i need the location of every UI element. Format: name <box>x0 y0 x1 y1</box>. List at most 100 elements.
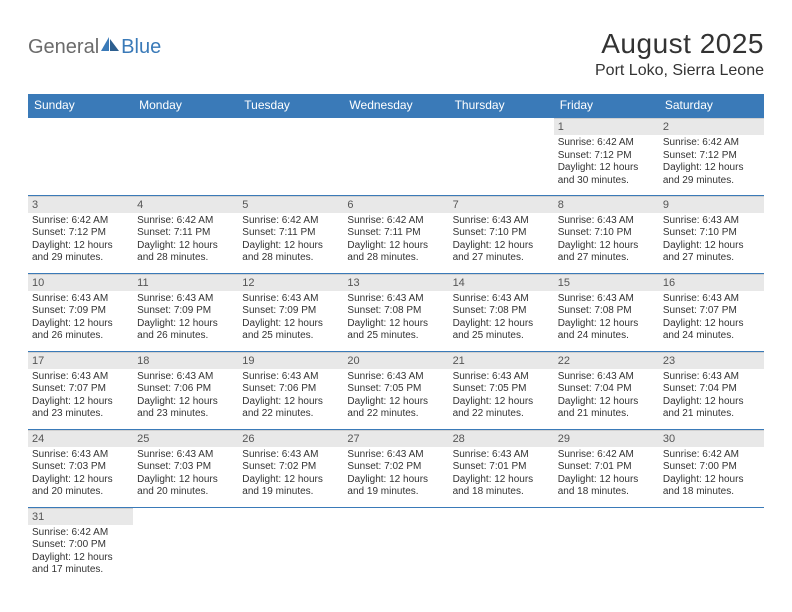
sunrise-line: Sunrise: 6:43 AM <box>347 371 444 384</box>
sunrise-line: Sunrise: 6:43 AM <box>242 371 339 384</box>
sunrise-line: Sunrise: 6:43 AM <box>663 293 760 306</box>
sunset-line: Sunset: 7:11 PM <box>242 227 339 240</box>
day-number: 23 <box>659 352 764 369</box>
daylight-line: Daylight: 12 hours and 18 minutes. <box>453 474 550 499</box>
sunrise-line: Sunrise: 6:43 AM <box>137 371 234 384</box>
daylight-line: Daylight: 12 hours and 18 minutes. <box>663 474 760 499</box>
daylight-line: Daylight: 12 hours and 29 minutes. <box>663 162 760 187</box>
day-details: Sunrise: 6:42 AMSunset: 7:11 PMDaylight:… <box>238 213 343 269</box>
month-title: August 2025 <box>595 28 764 60</box>
day-number: 9 <box>659 196 764 213</box>
day-details: Sunrise: 6:42 AMSunset: 7:12 PMDaylight:… <box>659 135 764 191</box>
calendar-empty <box>449 117 554 195</box>
daylight-line: Daylight: 12 hours and 24 minutes. <box>558 318 655 343</box>
sunrise-line: Sunrise: 6:43 AM <box>32 293 129 306</box>
calendar-day: 6Sunrise: 6:42 AMSunset: 7:11 PMDaylight… <box>343 195 448 273</box>
day-details: Sunrise: 6:42 AMSunset: 7:01 PMDaylight:… <box>554 447 659 503</box>
day-number: 3 <box>28 196 133 213</box>
day-number: 28 <box>449 430 554 447</box>
calendar-day: 17Sunrise: 6:43 AMSunset: 7:07 PMDayligh… <box>28 351 133 429</box>
daylight-line: Daylight: 12 hours and 28 minutes. <box>242 240 339 265</box>
daylight-line: Daylight: 12 hours and 17 minutes. <box>32 552 129 577</box>
day-header: Saturday <box>659 94 764 117</box>
calendar-day: 19Sunrise: 6:43 AMSunset: 7:06 PMDayligh… <box>238 351 343 429</box>
sunrise-line: Sunrise: 6:42 AM <box>347 215 444 228</box>
sunrise-line: Sunrise: 6:43 AM <box>453 449 550 462</box>
day-number: 19 <box>238 352 343 369</box>
day-number: 15 <box>554 274 659 291</box>
sunset-line: Sunset: 7:07 PM <box>32 383 129 396</box>
calendar-empty <box>133 507 238 585</box>
day-details: Sunrise: 6:43 AMSunset: 7:09 PMDaylight:… <box>133 291 238 347</box>
day-details: Sunrise: 6:42 AMSunset: 7:00 PMDaylight:… <box>659 447 764 503</box>
sunset-line: Sunset: 7:03 PM <box>32 461 129 474</box>
calendar-day: 31Sunrise: 6:42 AMSunset: 7:00 PMDayligh… <box>28 507 133 585</box>
calendar-empty <box>238 507 343 585</box>
day-details: Sunrise: 6:43 AMSunset: 7:01 PMDaylight:… <box>449 447 554 503</box>
sunset-line: Sunset: 7:10 PM <box>663 227 760 240</box>
day-number: 21 <box>449 352 554 369</box>
sunset-line: Sunset: 7:08 PM <box>347 305 444 318</box>
calendar-day: 20Sunrise: 6:43 AMSunset: 7:05 PMDayligh… <box>343 351 448 429</box>
day-details: Sunrise: 6:43 AMSunset: 7:07 PMDaylight:… <box>28 369 133 425</box>
day-header: Sunday <box>28 94 133 117</box>
sunrise-line: Sunrise: 6:43 AM <box>242 293 339 306</box>
day-number: 11 <box>133 274 238 291</box>
sunrise-line: Sunrise: 6:43 AM <box>558 293 655 306</box>
day-number: 26 <box>238 430 343 447</box>
calendar-day: 30Sunrise: 6:42 AMSunset: 7:00 PMDayligh… <box>659 429 764 507</box>
calendar-day: 26Sunrise: 6:43 AMSunset: 7:02 PMDayligh… <box>238 429 343 507</box>
day-details: Sunrise: 6:43 AMSunset: 7:10 PMDaylight:… <box>449 213 554 269</box>
sunrise-line: Sunrise: 6:43 AM <box>137 449 234 462</box>
day-details: Sunrise: 6:42 AMSunset: 7:12 PMDaylight:… <box>554 135 659 191</box>
daylight-line: Daylight: 12 hours and 18 minutes. <box>558 474 655 499</box>
calendar-page: General Blue August 2025 Port Loko, Sier… <box>0 0 792 605</box>
calendar-day: 25Sunrise: 6:43 AMSunset: 7:03 PMDayligh… <box>133 429 238 507</box>
daylight-line: Daylight: 12 hours and 26 minutes. <box>32 318 129 343</box>
sunrise-line: Sunrise: 6:42 AM <box>32 215 129 228</box>
sunset-line: Sunset: 7:12 PM <box>32 227 129 240</box>
sunset-line: Sunset: 7:12 PM <box>558 150 655 163</box>
sunrise-line: Sunrise: 6:42 AM <box>663 137 760 150</box>
calendar-empty <box>343 117 448 195</box>
day-details: Sunrise: 6:43 AMSunset: 7:08 PMDaylight:… <box>449 291 554 347</box>
day-header: Friday <box>554 94 659 117</box>
day-details: Sunrise: 6:42 AMSunset: 7:11 PMDaylight:… <box>133 213 238 269</box>
sunrise-line: Sunrise: 6:42 AM <box>137 215 234 228</box>
day-header-row: SundayMondayTuesdayWednesdayThursdayFrid… <box>28 94 764 117</box>
sunset-line: Sunset: 7:06 PM <box>242 383 339 396</box>
daylight-line: Daylight: 12 hours and 27 minutes. <box>558 240 655 265</box>
calendar-empty <box>238 117 343 195</box>
daylight-line: Daylight: 12 hours and 25 minutes. <box>347 318 444 343</box>
day-number: 17 <box>28 352 133 369</box>
sunrise-line: Sunrise: 6:43 AM <box>32 449 129 462</box>
sunset-line: Sunset: 7:04 PM <box>558 383 655 396</box>
day-header: Thursday <box>449 94 554 117</box>
sunrise-line: Sunrise: 6:43 AM <box>347 449 444 462</box>
sunset-line: Sunset: 7:09 PM <box>32 305 129 318</box>
day-number: 5 <box>238 196 343 213</box>
day-details: Sunrise: 6:42 AMSunset: 7:00 PMDaylight:… <box>28 525 133 581</box>
sunset-line: Sunset: 7:01 PM <box>558 461 655 474</box>
day-details: Sunrise: 6:43 AMSunset: 7:05 PMDaylight:… <box>343 369 448 425</box>
day-details: Sunrise: 6:43 AMSunset: 7:04 PMDaylight:… <box>554 369 659 425</box>
logo-text-2: Blue <box>121 36 161 59</box>
day-number: 27 <box>343 430 448 447</box>
calendar-body: 1Sunrise: 6:42 AMSunset: 7:12 PMDaylight… <box>28 117 764 585</box>
logo-text-1: General <box>28 36 99 59</box>
daylight-line: Daylight: 12 hours and 27 minutes. <box>663 240 760 265</box>
sunrise-line: Sunrise: 6:43 AM <box>453 293 550 306</box>
calendar-week: 24Sunrise: 6:43 AMSunset: 7:03 PMDayligh… <box>28 429 764 507</box>
day-number: 2 <box>659 118 764 135</box>
day-details: Sunrise: 6:43 AMSunset: 7:09 PMDaylight:… <box>238 291 343 347</box>
page-header: General Blue August 2025 Port Loko, Sier… <box>28 28 764 80</box>
daylight-line: Daylight: 12 hours and 30 minutes. <box>558 162 655 187</box>
calendar-day: 2Sunrise: 6:42 AMSunset: 7:12 PMDaylight… <box>659 117 764 195</box>
sunset-line: Sunset: 7:12 PM <box>663 150 760 163</box>
calendar-empty <box>133 117 238 195</box>
sunset-line: Sunset: 7:09 PM <box>137 305 234 318</box>
sunrise-line: Sunrise: 6:43 AM <box>558 371 655 384</box>
daylight-line: Daylight: 12 hours and 23 minutes. <box>32 396 129 421</box>
day-details: Sunrise: 6:43 AMSunset: 7:08 PMDaylight:… <box>343 291 448 347</box>
sunrise-line: Sunrise: 6:43 AM <box>453 371 550 384</box>
